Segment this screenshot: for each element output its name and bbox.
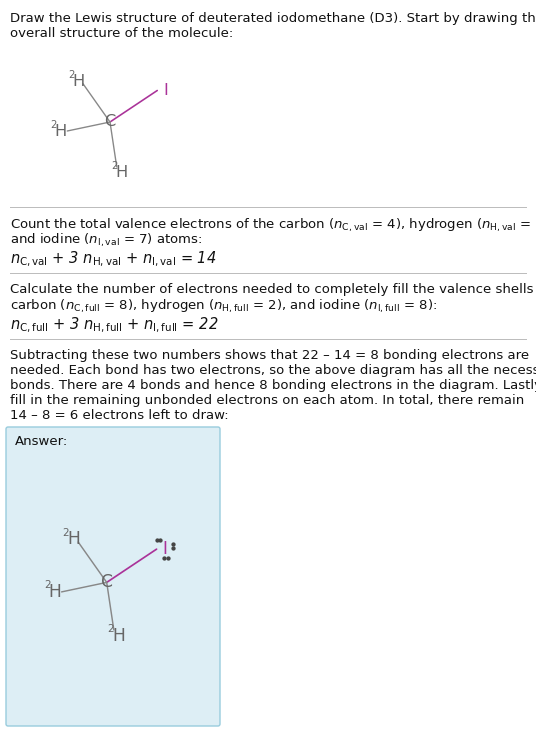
Text: needed. Each bond has two electrons, so the above diagram has all the necessary: needed. Each bond has two electrons, so …: [10, 364, 536, 377]
Text: fill in the remaining unbonded electrons on each atom. In total, there remain: fill in the remaining unbonded electrons…: [10, 394, 524, 407]
Text: I: I: [163, 540, 168, 558]
Text: I: I: [163, 83, 168, 98]
Text: H: H: [72, 73, 85, 89]
Text: 2: 2: [68, 70, 75, 80]
Text: 2: 2: [50, 120, 57, 130]
Text: 2: 2: [111, 161, 117, 171]
Text: 2: 2: [63, 528, 69, 537]
Text: Subtracting these two numbers shows that 22 – 14 = 8 bonding electrons are: Subtracting these two numbers shows that…: [10, 349, 529, 362]
Text: Count the total valence electrons of the carbon ($n_{\rm C,val}$ = 4), hydrogen : Count the total valence electrons of the…: [10, 217, 536, 234]
Text: H: H: [112, 627, 125, 645]
Text: bonds. There are 4 bonds and hence 8 bonding electrons in the diagram. Lastly,: bonds. There are 4 bonds and hence 8 bon…: [10, 379, 536, 392]
FancyBboxPatch shape: [6, 427, 220, 726]
Text: H: H: [115, 165, 128, 180]
Text: C: C: [105, 114, 116, 130]
Text: 2: 2: [108, 624, 114, 634]
Text: $n_{\rm C,val}$ + 3 $n_{\rm H,val}$ + $n_{\rm I,val}$ = 14: $n_{\rm C,val}$ + 3 $n_{\rm H,val}$ + $n…: [10, 250, 217, 269]
Text: Draw the Lewis structure of deuterated iodomethane (D3). Start by drawing the: Draw the Lewis structure of deuterated i…: [10, 12, 536, 25]
Text: H: H: [67, 530, 80, 548]
Text: Calculate the number of electrons needed to completely fill the valence shells f: Calculate the number of electrons needed…: [10, 283, 536, 296]
Text: and iodine ($n_{\rm I,val}$ = 7) atoms:: and iodine ($n_{\rm I,val}$ = 7) atoms:: [10, 232, 203, 250]
Text: carbon ($n_{\rm C,full}$ = 8), hydrogen ($n_{\rm H,full}$ = 2), and iodine ($n_{: carbon ($n_{\rm C,full}$ = 8), hydrogen …: [10, 298, 437, 315]
Text: H: H: [49, 583, 61, 601]
Text: overall structure of the molecule:: overall structure of the molecule:: [10, 27, 233, 40]
Text: 2: 2: [44, 580, 50, 590]
Text: Answer:: Answer:: [15, 435, 68, 448]
Text: H: H: [55, 124, 67, 138]
Text: C: C: [101, 573, 113, 591]
Text: 14 – 8 = 6 electrons left to draw:: 14 – 8 = 6 electrons left to draw:: [10, 409, 229, 422]
Text: $n_{\rm C,full}$ + 3 $n_{\rm H,full}$ + $n_{\rm I,full}$ = 22: $n_{\rm C,full}$ + 3 $n_{\rm H,full}$ + …: [10, 316, 219, 335]
